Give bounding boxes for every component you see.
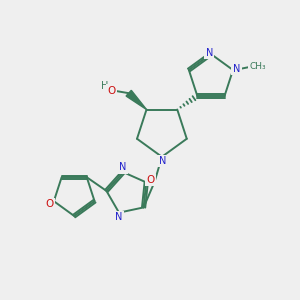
Text: N: N (159, 156, 166, 166)
Polygon shape (126, 90, 146, 110)
Text: CH₃: CH₃ (249, 62, 266, 71)
Text: O: O (108, 86, 116, 96)
Text: O: O (146, 175, 154, 185)
Text: N: N (233, 64, 240, 74)
Text: N: N (115, 212, 123, 222)
Text: H: H (101, 81, 109, 91)
Text: O: O (45, 199, 53, 209)
Text: N: N (119, 162, 126, 172)
Text: N: N (206, 47, 213, 58)
